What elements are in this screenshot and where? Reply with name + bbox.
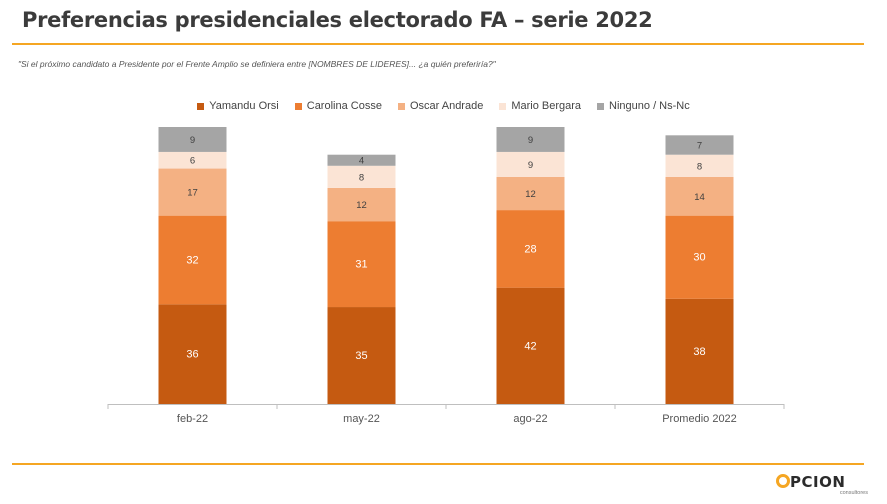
data-label: 14 (694, 192, 705, 203)
survey-question: "Si el próximo candidato a Presidente po… (18, 59, 496, 69)
bar-segment (158, 304, 227, 404)
x-tick-label: ago-22 (513, 413, 547, 425)
bar-segment (158, 215, 227, 305)
data-label: 42 (524, 340, 536, 352)
legend-label: Ninguno / Ns-Nc (609, 100, 690, 112)
x-tick-label: may-22 (343, 413, 380, 425)
data-label: 9 (528, 135, 533, 146)
data-label: 32 (186, 254, 198, 266)
bottom-divider (12, 463, 864, 465)
legend-swatch (197, 102, 205, 110)
bar-segment (665, 135, 734, 155)
data-label: 6 (190, 156, 195, 167)
bar-segment (665, 154, 734, 177)
legend-swatch (597, 102, 605, 110)
data-label: 4 (359, 156, 364, 167)
logo-subtitle: consultores (839, 490, 868, 496)
bar-segment (496, 127, 565, 152)
chart-legend: Yamandu Orsi Carolina Cosse Oscar Andrade M… (0, 100, 887, 112)
legend-item: Mario Bergara (499, 100, 581, 112)
bar-segment (327, 187, 396, 222)
bar-segment (496, 176, 565, 211)
data-label: 17 (187, 188, 198, 199)
top-divider (12, 43, 864, 45)
data-label: 35 (355, 350, 367, 362)
bar-segment (158, 168, 227, 216)
bar-segment (496, 151, 565, 177)
bar-segment (327, 221, 396, 308)
data-label: 28 (524, 243, 536, 255)
bar-segment (327, 307, 396, 404)
legend-item: Carolina Cosse (294, 100, 382, 112)
legend-swatch (294, 102, 302, 110)
legend-label: Carolina Cosse (306, 100, 382, 112)
legend-label: Yamandu Orsi (209, 100, 279, 112)
logo-ring-icon (776, 474, 790, 488)
bar-segment (327, 165, 396, 188)
legend-swatch (499, 102, 507, 110)
data-label: 8 (697, 161, 702, 172)
bar-segment (496, 287, 565, 404)
bar-segment (665, 215, 734, 299)
bar-segment (158, 151, 227, 169)
legend-label: Mario Bergara (511, 100, 582, 112)
x-tick-label: feb-22 (177, 413, 208, 425)
data-label: 38 (693, 346, 705, 358)
legend-item: Ninguno / Ns-Nc (597, 100, 690, 112)
bar-segment (158, 127, 227, 152)
bar-segment (496, 210, 565, 288)
data-label: 31 (355, 259, 367, 271)
data-label: 7 (697, 141, 702, 152)
legend-item: Oscar Andrade (397, 100, 484, 112)
x-tick-label: Promedio 2022 (662, 413, 737, 425)
data-label: 8 (359, 172, 364, 183)
chart-title: Preferencias presidenciales electorado F… (22, 8, 653, 32)
data-label: 30 (693, 252, 705, 264)
legend-item: Yamandu Orsi (197, 100, 279, 112)
data-label: 36 (186, 349, 198, 361)
bar-segment (327, 154, 396, 166)
data-label: 9 (528, 160, 533, 171)
data-label: 12 (525, 189, 536, 200)
data-label: 12 (356, 200, 367, 211)
opcion-logo: PCION consultores (776, 473, 868, 496)
bar-segment (665, 298, 734, 404)
data-label: 9 (190, 135, 195, 146)
legend-label: Oscar Andrade (409, 100, 484, 112)
legend-swatch (397, 102, 405, 110)
bar-segment (665, 176, 734, 216)
logo-word: PCION (790, 473, 846, 491)
